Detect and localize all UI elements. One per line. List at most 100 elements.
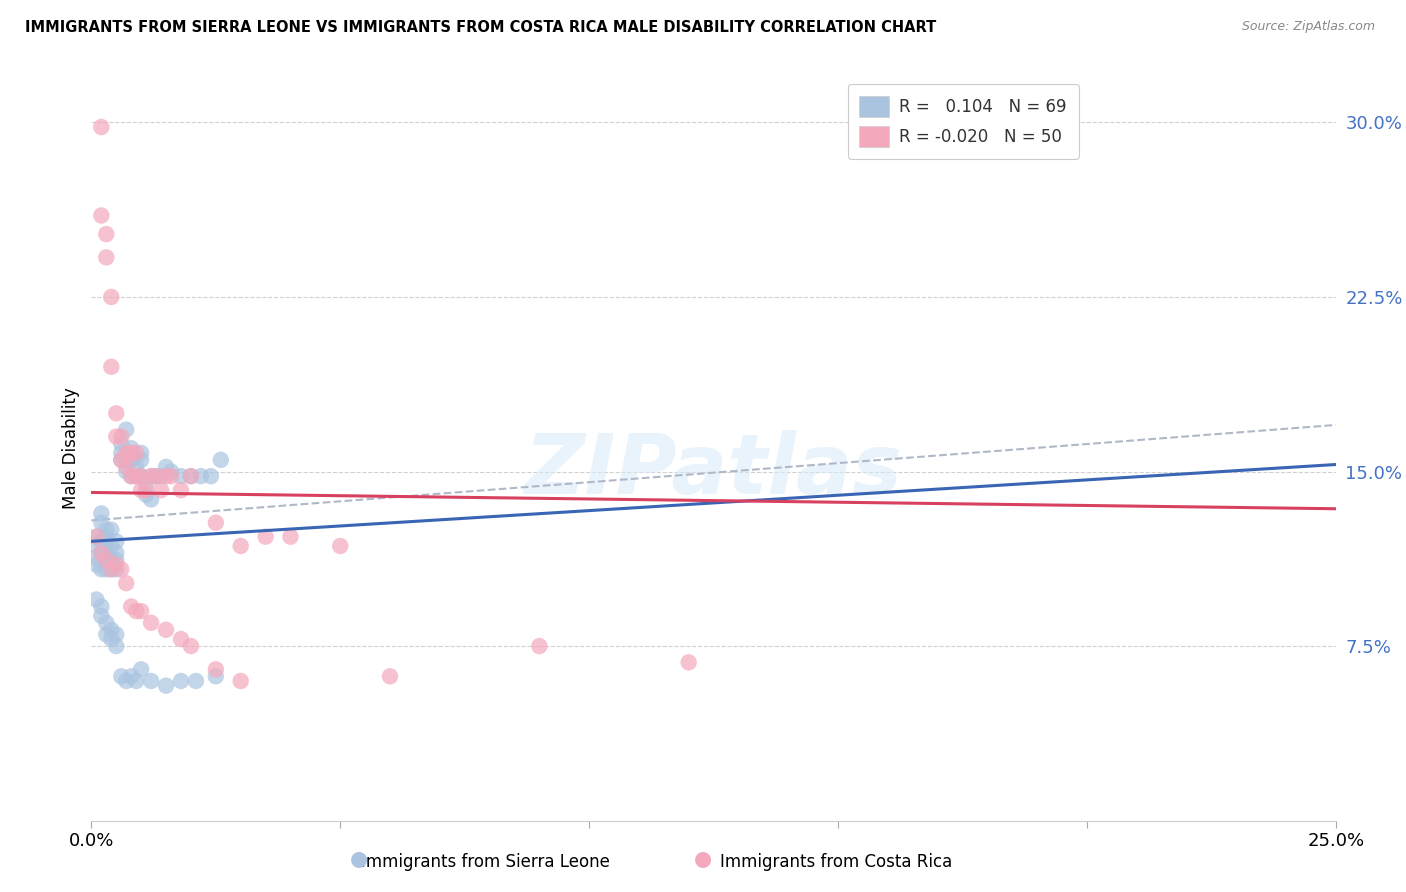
Point <box>96 546 118 560</box>
Point <box>90 507 112 521</box>
Point <box>150 483 173 497</box>
Point <box>129 662 152 676</box>
Point <box>100 359 122 374</box>
Point <box>90 608 112 623</box>
Text: Immigrants from Costa Rica: Immigrants from Costa Rica <box>720 853 953 871</box>
Point <box>86 592 108 607</box>
Point <box>96 530 118 544</box>
Point <box>155 679 177 693</box>
Point <box>86 558 108 572</box>
Point <box>90 209 112 223</box>
Point <box>115 673 138 688</box>
Point <box>378 669 401 683</box>
Point <box>105 406 128 420</box>
Point <box>678 656 700 670</box>
Point <box>105 627 128 641</box>
Point <box>120 669 142 683</box>
Point <box>110 453 132 467</box>
Point <box>105 553 128 567</box>
Point <box>160 469 183 483</box>
Point <box>115 576 138 591</box>
Point <box>155 459 177 474</box>
Point <box>110 429 132 443</box>
Point <box>105 639 128 653</box>
Point <box>90 516 112 530</box>
Point <box>329 539 352 553</box>
Point <box>100 632 122 646</box>
Point <box>145 469 167 483</box>
Point <box>205 516 228 530</box>
Point <box>90 120 112 134</box>
Point <box>96 553 118 567</box>
Point <box>96 539 118 553</box>
Point <box>200 469 222 483</box>
Point <box>96 627 118 641</box>
Point <box>170 673 193 688</box>
Point <box>115 423 138 437</box>
Point <box>139 673 162 688</box>
Point <box>139 469 162 483</box>
Point <box>105 534 128 549</box>
Point <box>96 615 118 630</box>
Point <box>205 662 228 676</box>
Point <box>180 469 202 483</box>
Point <box>90 599 112 614</box>
Point <box>120 469 142 483</box>
Point <box>86 530 108 544</box>
Point <box>120 441 142 455</box>
Point <box>90 562 112 576</box>
Point <box>96 251 118 265</box>
Point <box>254 530 277 544</box>
Point <box>110 446 132 460</box>
Point <box>100 539 122 553</box>
Point <box>170 483 193 497</box>
Point <box>110 669 132 683</box>
Y-axis label: Male Disability: Male Disability <box>62 387 80 509</box>
Point <box>120 469 142 483</box>
Point <box>96 227 118 241</box>
Point <box>150 469 173 483</box>
Point <box>110 562 132 576</box>
Point <box>170 469 193 483</box>
Point <box>86 550 108 565</box>
Point <box>529 639 551 653</box>
Text: ●: ● <box>695 849 711 869</box>
Legend: R =   0.104   N = 69, R = -0.020   N = 50: R = 0.104 N = 69, R = -0.020 N = 50 <box>848 84 1078 159</box>
Point <box>170 632 193 646</box>
Point <box>229 673 252 688</box>
Text: IMMIGRANTS FROM SIERRA LEONE VS IMMIGRANTS FROM COSTA RICA MALE DISABILITY CORRE: IMMIGRANTS FROM SIERRA LEONE VS IMMIGRAN… <box>25 20 936 35</box>
Point <box>100 623 122 637</box>
Point <box>96 562 118 576</box>
Text: ZIPatlas: ZIPatlas <box>524 430 903 511</box>
Point <box>129 483 152 497</box>
Point <box>115 459 138 474</box>
Point <box>105 562 128 576</box>
Point <box>129 469 152 483</box>
Point <box>100 290 122 304</box>
Point <box>120 446 142 460</box>
Point <box>280 530 302 544</box>
Point <box>135 476 157 491</box>
Point <box>125 469 148 483</box>
Point <box>180 469 202 483</box>
Point <box>100 553 122 567</box>
Point <box>90 546 112 560</box>
Point <box>155 623 177 637</box>
Point <box>184 673 207 688</box>
Point <box>115 446 138 460</box>
Point <box>139 469 162 483</box>
Point <box>160 465 183 479</box>
Point <box>90 534 112 549</box>
Point <box>105 546 128 560</box>
Point <box>125 673 148 688</box>
Point <box>229 539 252 553</box>
Point <box>205 669 228 683</box>
Point <box>105 429 128 443</box>
Point <box>209 453 232 467</box>
Point <box>135 488 157 502</box>
Text: Source: ZipAtlas.com: Source: ZipAtlas.com <box>1241 20 1375 33</box>
Point <box>145 469 167 483</box>
Point <box>155 469 177 483</box>
Point <box>129 604 152 618</box>
Point <box>139 615 162 630</box>
